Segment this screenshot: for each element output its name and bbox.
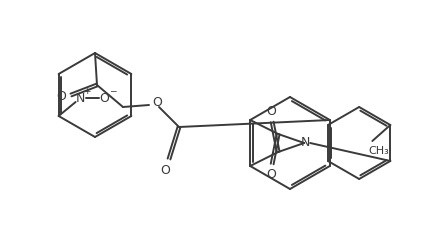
Text: CH₃: CH₃: [369, 146, 389, 156]
Text: −: −: [109, 87, 117, 96]
Text: O: O: [266, 168, 276, 181]
Text: O: O: [266, 104, 276, 118]
Text: O: O: [56, 91, 66, 103]
Text: O: O: [152, 97, 162, 109]
Text: N: N: [301, 136, 310, 150]
Text: O: O: [160, 164, 170, 178]
Text: O: O: [100, 92, 110, 104]
Text: +: +: [83, 87, 90, 96]
Text: N: N: [76, 92, 85, 104]
